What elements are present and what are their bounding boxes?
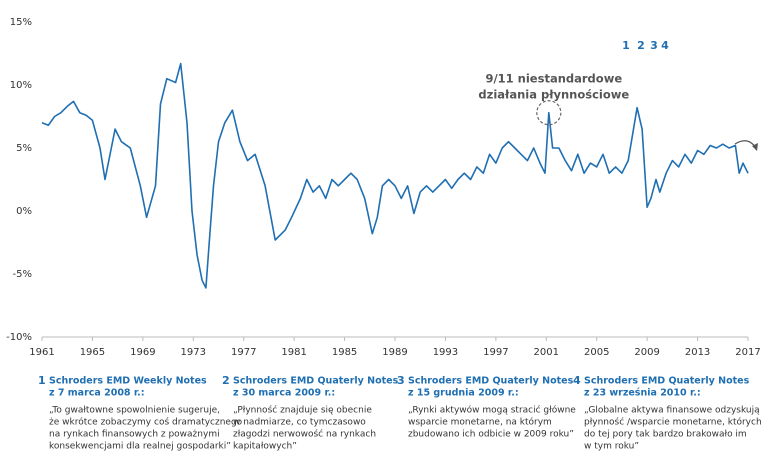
- marker-label: 3: [650, 39, 658, 52]
- note-text: w nadmiarze, co tymczasowo: [233, 418, 366, 428]
- data-line: [41, 62, 749, 289]
- y-tick-label: -5%: [13, 269, 32, 280]
- note-number: 1: [38, 374, 46, 387]
- note-text: do tej pory tak bardzo brakowało im: [584, 430, 747, 440]
- note-number: 4: [573, 374, 581, 387]
- y-tick-label: 0%: [16, 206, 32, 217]
- x-tick-label: 1981: [281, 347, 306, 358]
- arrow-head: [752, 143, 758, 151]
- y-tick-label: 15%: [10, 17, 32, 28]
- arrow: [734, 140, 757, 149]
- x-tick-label: 1989: [382, 347, 407, 358]
- note-text: złagodzi nerwowość na rynkach: [233, 429, 376, 440]
- x-tick-label: 1997: [483, 347, 508, 358]
- marker-label: 1: [622, 39, 630, 52]
- x-tick-label: 1985: [332, 347, 357, 358]
- x-tick-label: 1977: [231, 347, 256, 358]
- note-text: kapitałowych”: [233, 442, 297, 452]
- note-title: z 7 marca 2008 r.:: [49, 388, 145, 399]
- note-title: Schroders EMD Weekly Notes: [49, 376, 207, 387]
- note-text: zbudowano ich odbicie w 2009 roku”: [408, 430, 574, 440]
- note-number: 3: [397, 374, 405, 387]
- y-tick-label: 10%: [10, 80, 32, 91]
- note-text: „Rynki aktywów mogą stracić główne: [408, 405, 576, 416]
- note-text: „Płynność znajduje się obecnie: [233, 405, 372, 416]
- x-tick-label: 2005: [584, 347, 609, 358]
- note-text: na rynkach finansowych z poważnymi: [49, 430, 220, 440]
- annotation-text: działania płynnościowe: [478, 88, 629, 102]
- note-text: płynność /wsparcie monetarne, których: [584, 417, 762, 428]
- note-title: Schroders EMD Quaterly Notes: [408, 376, 574, 387]
- x-tick-label: 1993: [433, 347, 458, 358]
- x-tick-label: 2013: [685, 347, 710, 358]
- x-tick-label: 2017: [735, 347, 760, 358]
- note-text: „Globalne aktywa finansowe odzyskują: [584, 406, 760, 416]
- note-title: z 15 grudnia 2009 r.:: [408, 388, 519, 399]
- x-tick-label: 2001: [534, 347, 559, 358]
- y-tick-label: -10%: [6, 332, 32, 343]
- annotation-text: 9/11 niestandardowe: [485, 72, 622, 86]
- note-text: w tym roku”: [584, 442, 639, 452]
- note-number: 2: [222, 374, 230, 387]
- x-tick-label: 1969: [130, 347, 155, 358]
- note-text: konsekwencjami dla realnej gospodarki”: [49, 442, 231, 452]
- note-title: Schroders EMD Quaterly Notes: [584, 376, 750, 387]
- annotation-circle: [536, 100, 562, 126]
- x-tick-label: 1965: [80, 347, 105, 358]
- note-text: „To gwałtowne spowolnienie sugeruje,: [49, 406, 220, 416]
- note-title: Schroders EMD Quaterly Notes: [233, 376, 399, 387]
- x-tick-label: 1973: [181, 347, 206, 358]
- marker-label: 4: [661, 39, 669, 52]
- note-title: z 23 września 2010 r.:: [584, 388, 701, 399]
- x-tick-label: 1961: [29, 347, 54, 358]
- note-text: wsparcie monetarne, na którym: [408, 417, 552, 428]
- note-text: że wkrótce zobaczymy coś dramatycznego: [49, 417, 243, 428]
- y-tick-label: 5%: [16, 143, 32, 154]
- x-tick-label: 2009: [634, 347, 659, 358]
- note-title: z 30 marca 2009 r.:: [233, 388, 335, 399]
- marker-label: 2: [637, 39, 645, 52]
